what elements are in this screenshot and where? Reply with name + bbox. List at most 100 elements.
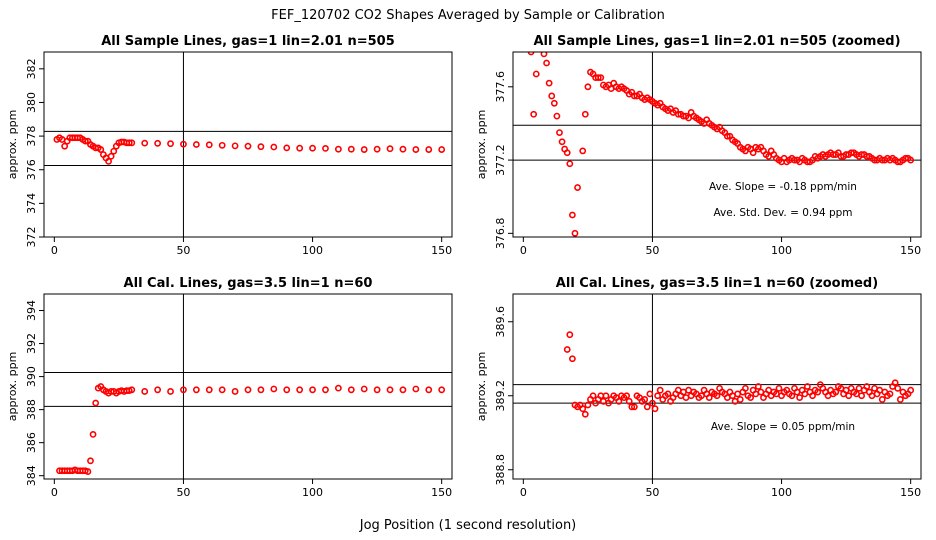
data-point — [641, 396, 649, 403]
data-point — [81, 137, 89, 145]
y-axis-label: approx. ppm — [6, 352, 19, 422]
data-point — [87, 457, 94, 465]
data-point — [646, 390, 654, 398]
x-tick-label: 150 — [900, 244, 921, 257]
data-point — [863, 383, 871, 390]
panel-title: All Cal. Lines, gas=3.5 lin=1 n=60 (zoom… — [556, 276, 878, 291]
plot-area — [513, 52, 921, 237]
data-point — [154, 386, 162, 394]
panel-annotation: Ave. Std. Dev. = 0.94 ppm — [713, 207, 852, 219]
data-point — [548, 92, 556, 100]
data-point — [623, 392, 631, 400]
figure-title: FEF_120702 CO2 Shapes Averaged by Sample… — [271, 8, 665, 23]
data-point — [309, 144, 316, 152]
plot-area — [44, 52, 452, 237]
data-point — [656, 386, 664, 394]
data-point — [89, 431, 97, 438]
data-point — [803, 383, 811, 390]
data-point — [244, 142, 252, 150]
data-point — [205, 386, 213, 394]
y-axis-label: approx. ppm — [6, 110, 19, 180]
y-tick-label: 390 — [25, 366, 38, 387]
data-point — [628, 403, 636, 411]
data-point — [574, 184, 581, 191]
data-point — [597, 74, 605, 82]
y-tick-label: 392 — [25, 333, 38, 354]
panel-grid: All Sample Lines, gas=1 lin=2.01 n=505 ap… — [6, 34, 922, 499]
data-point — [568, 355, 576, 363]
data-point — [296, 386, 304, 394]
data-point — [723, 132, 731, 140]
data-point — [425, 386, 433, 394]
plot-area — [44, 294, 452, 479]
data-point — [438, 146, 446, 153]
data-point — [107, 152, 115, 160]
data-point — [283, 144, 291, 152]
panel-1: All Sample Lines, gas=1 lin=2.01 n=505 ap… — [6, 34, 453, 257]
data-point — [705, 394, 713, 401]
data-point — [125, 139, 133, 147]
data-point — [581, 110, 589, 118]
data-point — [270, 385, 278, 393]
y-tick-label: 374 — [25, 193, 38, 214]
data-point — [891, 379, 899, 387]
data-point — [788, 392, 796, 400]
data-point — [649, 399, 656, 407]
data-point — [231, 142, 239, 150]
data-point — [579, 405, 587, 413]
panel-title: All Sample Lines, gas=1 lin=2.01 n=505 (… — [533, 34, 900, 49]
data-point — [296, 144, 304, 152]
data-point — [334, 384, 342, 392]
data-point — [809, 392, 816, 400]
data-point — [742, 384, 749, 392]
data-point — [543, 59, 550, 67]
plot-frame — [512, 51, 922, 238]
data-point — [664, 390, 672, 398]
data-point — [141, 139, 149, 147]
data-point — [907, 386, 915, 394]
y-tick-label: 380 — [25, 92, 38, 113]
panel-annotation: Ave. Slope = 0.05 ppm/min — [711, 421, 855, 433]
data-point — [625, 397, 633, 405]
x-tick-label: 50 — [176, 486, 190, 499]
data-point — [589, 392, 597, 400]
data-point — [386, 145, 394, 153]
data-point — [192, 141, 200, 148]
y-tick-label: 376 — [25, 159, 38, 180]
data-point — [894, 384, 902, 392]
data-point — [736, 396, 744, 403]
data-point — [322, 144, 329, 152]
data-point — [399, 386, 407, 394]
data-point — [167, 388, 174, 395]
data-point — [205, 141, 213, 149]
x-tick-label: 100 — [771, 244, 792, 257]
data-point — [399, 145, 407, 153]
x-tick-label: 100 — [771, 486, 792, 499]
data-point — [896, 396, 904, 403]
data-point — [180, 386, 187, 394]
y-tick-label: 377.6 — [494, 71, 507, 103]
y-tick-label: 382 — [25, 58, 38, 79]
y-tick-label: 386 — [25, 432, 38, 453]
data-point — [832, 388, 840, 396]
x-tick-label: 0 — [51, 486, 58, 499]
data-point — [218, 386, 226, 394]
data-point — [180, 140, 187, 148]
data-point — [412, 385, 420, 393]
data-point — [556, 129, 563, 136]
plot-frame — [43, 293, 453, 480]
plot-frame — [512, 293, 922, 480]
data-point — [563, 149, 571, 157]
x-tick-label: 150 — [431, 486, 452, 499]
figure-x-axis-label: Jog Position (1 second resolution) — [359, 518, 577, 533]
data-point — [796, 394, 804, 401]
data-point — [373, 386, 381, 394]
data-point — [878, 396, 886, 403]
data-point — [571, 229, 579, 237]
data-point — [218, 141, 226, 149]
y-tick-label: 377.2 — [494, 144, 507, 176]
data-point — [84, 468, 92, 475]
data-point — [643, 403, 651, 411]
data-point — [775, 384, 783, 392]
